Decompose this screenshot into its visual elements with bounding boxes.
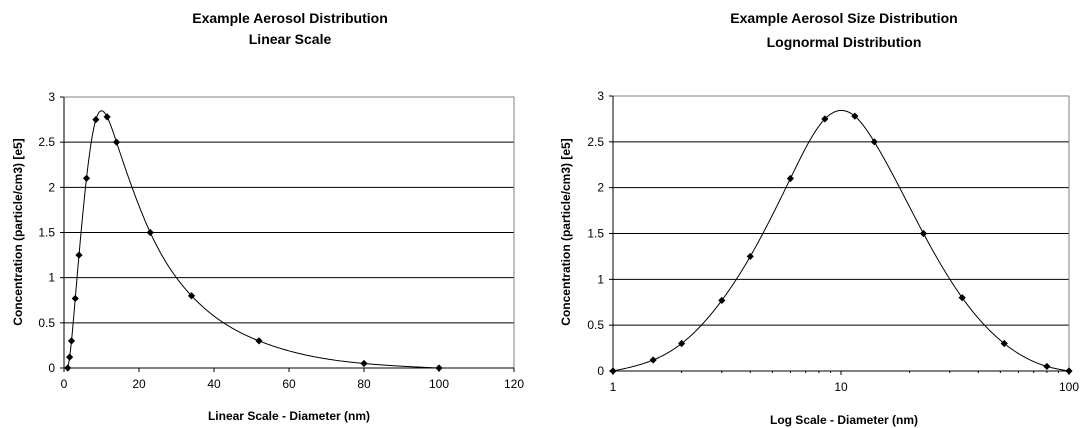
linear-x-tick-label: 80 (357, 377, 371, 391)
log-data-point (1043, 362, 1051, 371)
linear-y-tick-label: 2 (48, 180, 55, 194)
log-y-tick-label: 1.5 (587, 227, 604, 241)
lognormal-chart: Example Aerosol Size Distribution Lognor… (559, 10, 1079, 427)
log-y-tick-label: 2 (597, 181, 604, 195)
linear-chart-ylabel: Concentration (particle/cm3) [e5] (11, 138, 25, 325)
linear-x-tick-label: 60 (282, 377, 296, 391)
log-data-point (1000, 339, 1008, 348)
linear-chart-title-line1: Example Aerosol Distribution (192, 10, 388, 26)
linear-chart-title-line2: Linear Scale (249, 31, 332, 47)
linear-data-point (146, 228, 154, 237)
linear-y-tick-label: 1.5 (38, 226, 55, 240)
log-data-point (678, 339, 686, 348)
linear-y-tick-label: 2.5 (38, 135, 55, 149)
linear-data-point (67, 337, 76, 345)
log-x-tick-label: 10 (834, 380, 848, 394)
linear-chart-plot-area: 0 0.5 1 1.5 2 2.5 3 0 20 40 60 80 100 120 (38, 90, 524, 391)
linear-data-point (75, 251, 83, 259)
linear-data-point (103, 113, 111, 121)
log-chart-plot-area: 0 0.5 1 1.5 2 2.5 3 1 10 100 (587, 89, 1079, 394)
log-chart-title-line2: Lognormal Distribution (767, 34, 922, 50)
linear-y-tick-label: 3 (48, 90, 55, 104)
log-y-tick-label: 3 (597, 89, 604, 103)
log-data-point (851, 112, 859, 120)
linear-x-tick-label: 40 (207, 377, 221, 391)
linear-data-point (64, 364, 72, 372)
log-chart-ylabel: Concentration (particle/cm3) [e5] (559, 138, 573, 325)
linear-y-tick-label: 0 (48, 361, 55, 375)
log-data-point (786, 174, 795, 183)
linear-y-tick-label: 1 (48, 271, 55, 285)
linear-data-point (92, 115, 100, 124)
linear-data-point (66, 353, 74, 361)
log-data-point (609, 367, 617, 375)
linear-data-point (360, 359, 368, 368)
log-y-tick-label: 1 (597, 272, 604, 286)
linear-x-tick-label: 120 (504, 377, 524, 391)
log-data-point (718, 296, 726, 305)
linear-data-point (187, 292, 196, 300)
log-y-tick-label: 2.5 (587, 135, 604, 149)
log-y-tick-label: 0.5 (587, 318, 604, 332)
linear-data-point (112, 138, 121, 146)
log-data-point (870, 138, 878, 146)
linear-data-point (435, 364, 443, 372)
linear-chart-xlabel: Linear Scale - Diameter (nm) (208, 409, 370, 423)
linear-data-point (82, 174, 91, 182)
linear-x-tick-label: 100 (429, 377, 449, 391)
linear-data-point (255, 337, 263, 345)
log-series-line (612, 109, 1070, 372)
linear-data-point (71, 294, 79, 303)
log-x-tick-label: 100 (1059, 380, 1079, 394)
linear-x-tick-label: 20 (132, 377, 146, 391)
log-data-point (919, 229, 928, 238)
linear-y-tick-label: 0.5 (38, 316, 55, 330)
log-data-point (958, 294, 966, 302)
log-y-tick-label: 0 (597, 364, 604, 378)
log-data-point (746, 252, 754, 261)
log-data-point (821, 115, 829, 123)
linear-chart: Example Aerosol Distribution Linear Scal… (11, 10, 524, 423)
log-chart-title-line1: Example Aerosol Size Distribution (730, 10, 957, 26)
linear-series-line (67, 110, 440, 369)
log-data-point (649, 356, 657, 364)
log-x-tick-label: 1 (610, 380, 617, 394)
log-chart-xlabel: Log Scale - Diameter (nm) (770, 413, 918, 427)
log-data-point (1065, 367, 1073, 375)
linear-x-tick-label: 0 (61, 377, 68, 391)
